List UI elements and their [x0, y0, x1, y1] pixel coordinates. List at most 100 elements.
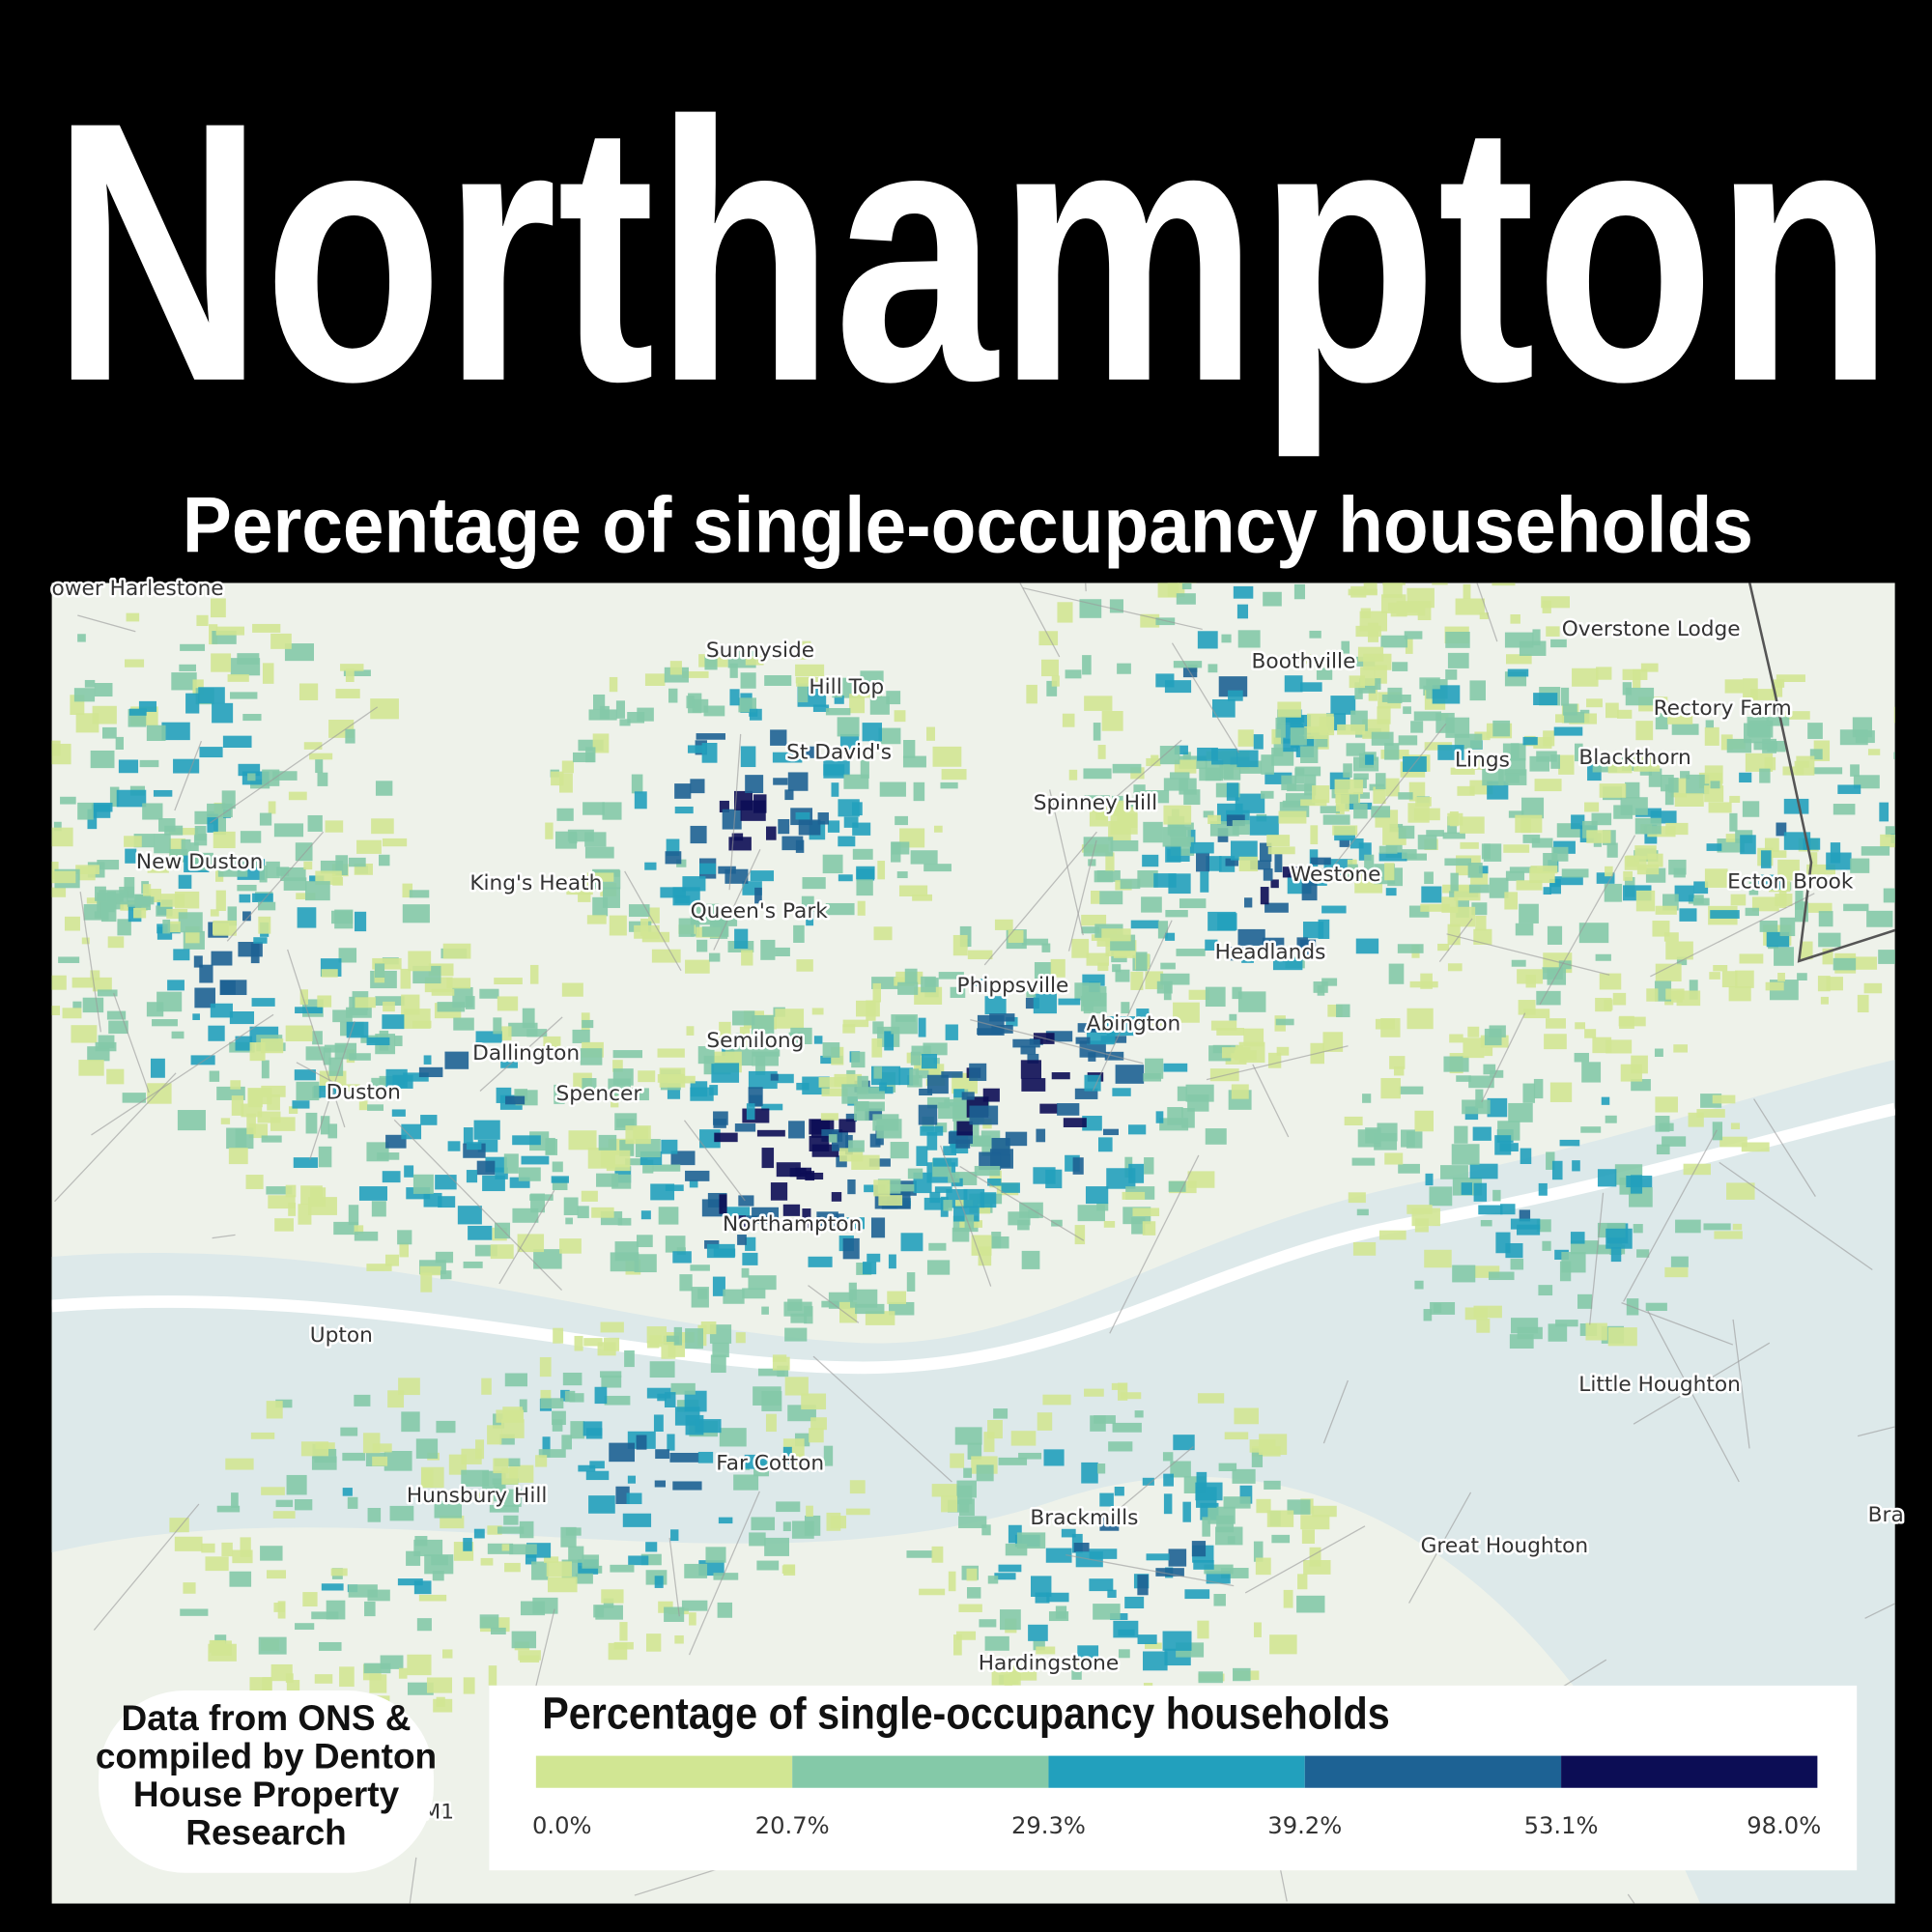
building-block	[194, 987, 215, 1009]
building-block	[1554, 876, 1583, 886]
building-block	[1750, 689, 1777, 700]
building-block	[918, 1104, 938, 1125]
building-block	[1800, 941, 1813, 960]
building-block	[1487, 1097, 1508, 1118]
building-block	[1009, 1669, 1037, 1681]
building-block	[646, 1326, 667, 1344]
building-block	[435, 1175, 457, 1190]
building-block	[806, 905, 814, 926]
building-block	[1163, 1473, 1174, 1487]
building-block	[212, 923, 229, 935]
building-block	[855, 1101, 885, 1112]
building-block	[51, 975, 67, 990]
building-block	[166, 908, 188, 920]
building-block	[896, 871, 908, 879]
building-block	[1299, 939, 1317, 956]
building-block	[1396, 601, 1420, 613]
building-block	[1405, 638, 1413, 654]
building-block	[723, 1289, 745, 1304]
building-block	[1021, 1250, 1040, 1269]
building-block	[1487, 781, 1509, 800]
building-block	[1398, 825, 1415, 839]
building-block	[796, 959, 813, 972]
building-block	[1255, 1557, 1271, 1576]
building-block	[190, 842, 199, 863]
building-block	[810, 1417, 827, 1431]
building-block	[1447, 963, 1463, 972]
place-label: Spencer	[556, 1082, 642, 1106]
building-block	[911, 1045, 931, 1056]
building-block	[606, 1164, 631, 1172]
building-block	[1558, 754, 1575, 775]
building-block	[1037, 1412, 1053, 1431]
building-block	[156, 905, 173, 917]
building-block	[266, 861, 280, 879]
building-block	[115, 736, 124, 751]
building-block	[1500, 1204, 1516, 1215]
building-block	[749, 708, 762, 721]
building-block	[932, 746, 962, 767]
legend-swatch	[1304, 1755, 1562, 1788]
building-block	[987, 1420, 1003, 1439]
building-block	[891, 841, 901, 863]
building-block	[1635, 721, 1654, 741]
building-block	[1225, 858, 1239, 867]
building-block	[964, 1214, 975, 1230]
building-block	[1130, 971, 1144, 990]
building-block	[1510, 1218, 1541, 1230]
boundary	[1747, 582, 1895, 963]
source-line: compiled by Denton	[96, 1736, 437, 1776]
building-block	[654, 1576, 664, 1588]
building-block	[84, 679, 96, 688]
source-line: Research	[185, 1812, 346, 1852]
building-block	[441, 1649, 453, 1659]
building-block	[638, 1070, 656, 1083]
building-block	[403, 1072, 429, 1082]
building-block	[1531, 838, 1553, 848]
building-block	[703, 705, 725, 717]
building-block	[507, 1047, 523, 1059]
building-block	[1027, 1053, 1039, 1064]
building-block	[1378, 1230, 1406, 1240]
building-block	[286, 1680, 300, 1693]
building-block	[682, 876, 706, 892]
building-block	[500, 1026, 512, 1040]
building-block	[317, 995, 332, 1008]
building-block	[1489, 1025, 1506, 1037]
building-block	[71, 1025, 98, 1043]
building-block	[1397, 944, 1424, 953]
building-block	[217, 861, 248, 877]
building-block	[1753, 741, 1777, 751]
building-block	[1304, 726, 1328, 740]
building-block	[1021, 1078, 1046, 1092]
legend-title: Percentage of single-occupancy household…	[542, 1689, 1390, 1739]
building-block	[1533, 693, 1558, 706]
building-block	[1280, 716, 1305, 724]
building-block	[1020, 1060, 1042, 1079]
building-block	[1635, 808, 1662, 817]
building-block	[848, 1282, 857, 1300]
building-block	[134, 894, 152, 911]
building-block	[198, 687, 225, 704]
building-block	[1455, 598, 1485, 615]
building-block	[1339, 838, 1350, 847]
building-block	[92, 977, 112, 992]
building-block	[1625, 781, 1640, 799]
place-label: Upton	[310, 1323, 373, 1348]
building-block	[1103, 1220, 1116, 1228]
building-block	[401, 1123, 422, 1140]
road	[498, 1189, 555, 1285]
building-block	[339, 1666, 355, 1688]
building-block	[299, 989, 308, 1005]
building-block	[1818, 911, 1833, 927]
building-block	[1057, 602, 1073, 623]
building-block	[766, 826, 777, 840]
building-block	[948, 1571, 956, 1592]
building-block	[435, 1251, 454, 1264]
building-block	[1655, 963, 1682, 981]
building-block	[1464, 1307, 1488, 1321]
building-block	[1344, 1116, 1363, 1126]
building-block	[746, 1103, 755, 1121]
building-block	[239, 894, 251, 903]
